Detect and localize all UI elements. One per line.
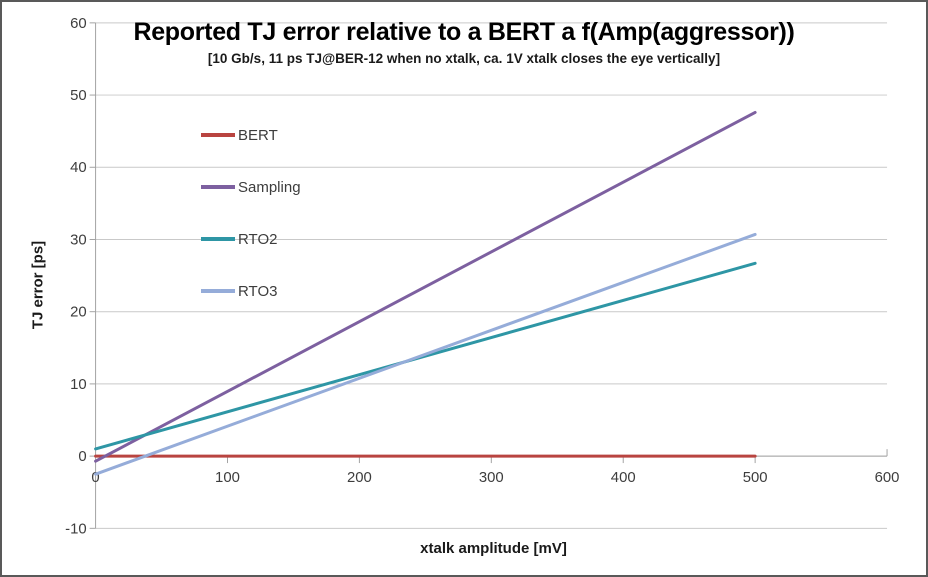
legend-item-rto3: RTO3 [201, 265, 301, 317]
legend-swatch-rto2 [201, 237, 235, 241]
ytick-label-20: 20 [70, 305, 87, 321]
series-line-rto3 [94, 232, 757, 476]
legend-label-rto3: RTO3 [238, 282, 278, 300]
xtick-label-500: 500 [743, 470, 768, 486]
xtick-label-600: 600 [875, 470, 900, 486]
legend-label-sampling: Sampling [238, 178, 301, 196]
legend-swatch-rto3 [201, 289, 235, 293]
ytick-label--10: -10 [65, 521, 87, 537]
legend-item-rto2: RTO2 [201, 213, 301, 265]
xtick-label-400: 400 [611, 470, 636, 486]
chart-subtitle: [10 Gb/s, 11 ps TJ@BER-12 when no xtalk,… [207, 51, 721, 66]
ytick-label-0: 0 [78, 449, 86, 465]
ytick-label-50: 50 [70, 88, 87, 104]
legend-item-sampling: Sampling [201, 161, 301, 213]
legend-swatch-bert [201, 133, 235, 137]
legend: BERT Sampling RTO2 RTO3 [201, 109, 301, 317]
xtick-label-100: 100 [215, 470, 240, 486]
series-line-sampling [94, 110, 757, 463]
xtick-label-0: 0 [91, 470, 99, 486]
legend-swatch-sampling [201, 185, 235, 189]
x-axis-title: xtalk amplitude [mV] [420, 540, 567, 557]
series-line-rto2 [94, 261, 757, 451]
y-axis-title: TJ error [ps] [29, 240, 47, 330]
legend-label-rto2: RTO2 [238, 230, 278, 248]
xtick-label-200: 200 [347, 470, 372, 486]
xtick-label-300: 300 [479, 470, 504, 486]
legend-item-bert: BERT [201, 109, 301, 161]
ytick-label-60: 60 [70, 16, 87, 32]
chart-title: Reported TJ error relative to a BERT a f… [133, 18, 795, 46]
legend-label-bert: BERT [238, 126, 278, 144]
ytick-label-10: 10 [70, 377, 87, 393]
ytick-label-40: 40 [70, 160, 87, 176]
ytick-label-30: 30 [70, 232, 87, 248]
